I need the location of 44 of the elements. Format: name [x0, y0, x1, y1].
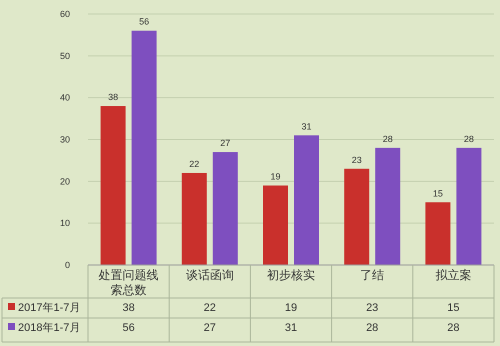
y-tick-label: 0 [64, 260, 70, 270]
bar [375, 148, 400, 265]
text: 27 [220, 138, 230, 148]
text: 38 [108, 92, 118, 102]
text: 56 [139, 16, 150, 27]
x-tick-label: 处置问题线索总数 [98, 268, 159, 297]
data-label: 28 [447, 322, 460, 334]
bar [263, 186, 288, 265]
legend-label: 2017年1-7月 [18, 302, 80, 314]
bar [182, 172, 207, 265]
bar [212, 152, 238, 265]
x-tick-label: 拟立案 [435, 268, 472, 282]
data-label: 27 [204, 322, 216, 334]
bar [425, 202, 450, 265]
bar [132, 30, 157, 265]
y-tick-label: 20 [60, 176, 70, 186]
data-label: 28 [366, 322, 378, 334]
text: 15 [432, 188, 443, 198]
text: 23 [352, 154, 362, 165]
data-label: 22 [204, 302, 216, 314]
y-tick-label: 60 [60, 9, 70, 19]
data-label: 56 [122, 322, 135, 334]
y-tick-label: 10 [60, 218, 70, 228]
bar [100, 106, 126, 265]
data-label: 38 [122, 302, 135, 314]
data-label: 23 [366, 302, 378, 314]
y-tick-label: 30 [60, 134, 70, 144]
bar [344, 168, 370, 265]
bar [294, 135, 319, 265]
data-label: 15 [447, 302, 460, 314]
text: 28 [464, 134, 474, 144]
text: 28 [382, 134, 393, 144]
data-label: 19 [284, 302, 298, 314]
bar [456, 148, 482, 265]
text: 31 [301, 121, 312, 132]
data-label: 31 [284, 322, 298, 334]
x-tick-label: 初步核实 [267, 268, 315, 282]
y-tick-label: 50 [60, 50, 70, 61]
x-tick-label: 谈话函询 [186, 268, 234, 282]
x-tick-label: 了结 [360, 268, 384, 282]
text: 22 [189, 158, 200, 169]
text: 19 [270, 172, 281, 182]
legend-label: 2018年1-7月 [18, 322, 80, 334]
y-tick-label: 40 [60, 92, 70, 103]
